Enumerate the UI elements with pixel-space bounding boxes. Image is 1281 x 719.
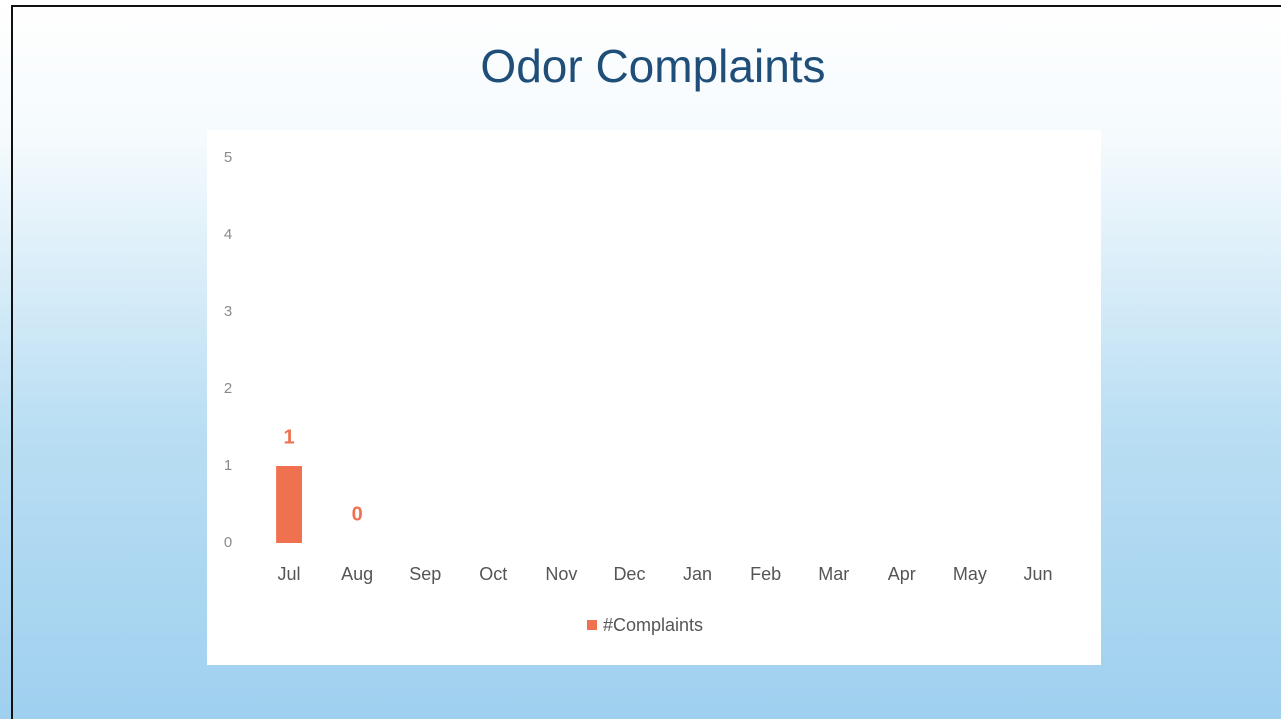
x-tick-label: Jun — [1023, 564, 1052, 584]
x-tick-label: Nov — [545, 564, 577, 584]
data-label: 0 — [352, 503, 363, 525]
bar — [276, 466, 302, 543]
legend-label: #Complaints — [603, 615, 703, 635]
x-tick-label: Oct — [479, 564, 507, 584]
y-tick-label: 1 — [224, 457, 232, 474]
x-tick-label: Mar — [818, 564, 849, 584]
y-tick-label: 4 — [224, 226, 232, 243]
chart-area — [207, 130, 1101, 665]
x-tick-label: Jul — [278, 564, 301, 584]
x-tick-label: Sep — [409, 564, 441, 584]
y-tick-label: 3 — [224, 303, 232, 320]
x-tick-label: Dec — [613, 564, 645, 584]
legend-swatch — [587, 620, 597, 630]
data-label: 1 — [283, 426, 294, 448]
x-tick-label: May — [953, 564, 987, 584]
x-tick-label: Feb — [750, 564, 781, 584]
x-tick-label: Aug — [341, 564, 373, 584]
y-tick-label: 2 — [224, 380, 232, 397]
y-tick-label: 5 — [224, 149, 232, 166]
chart-title: Odor Complaints — [480, 40, 825, 92]
slide-frame — [11, 5, 1281, 719]
y-tick-label: 0 — [224, 534, 232, 551]
x-tick-label: Jan — [683, 564, 712, 584]
x-tick-label: Apr — [888, 564, 916, 584]
